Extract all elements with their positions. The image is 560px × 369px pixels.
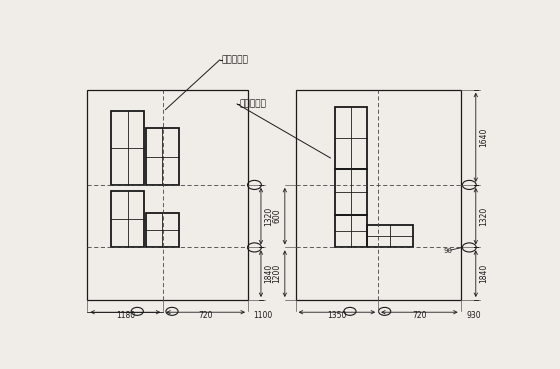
Text: 90: 90	[444, 248, 452, 254]
Text: 1840: 1840	[479, 264, 488, 283]
Text: 1180: 1180	[116, 311, 135, 320]
Bar	[335, 215, 367, 248]
Text: 1200: 1200	[273, 264, 282, 283]
Bar	[146, 213, 179, 248]
Text: 双肢柱截面: 双肢柱截面	[239, 100, 266, 109]
Text: 720: 720	[412, 311, 427, 320]
Text: 720: 720	[198, 311, 213, 320]
Text: 1840: 1840	[264, 264, 273, 283]
Bar	[146, 128, 179, 185]
Text: 1320: 1320	[264, 207, 273, 226]
Bar	[87, 90, 248, 300]
Bar	[335, 107, 367, 169]
Bar	[111, 191, 144, 248]
Bar	[296, 90, 460, 300]
Text: 930: 930	[466, 311, 481, 320]
Text: 1320: 1320	[479, 207, 488, 226]
Text: 1640: 1640	[479, 128, 488, 147]
Text: 1100: 1100	[254, 311, 273, 320]
Text: 双肢柱截面: 双肢柱截面	[222, 56, 249, 65]
Text: 1350: 1350	[327, 311, 347, 320]
Bar	[367, 225, 413, 248]
Bar	[111, 111, 144, 185]
Bar	[335, 169, 367, 215]
Text: 600: 600	[273, 209, 282, 224]
